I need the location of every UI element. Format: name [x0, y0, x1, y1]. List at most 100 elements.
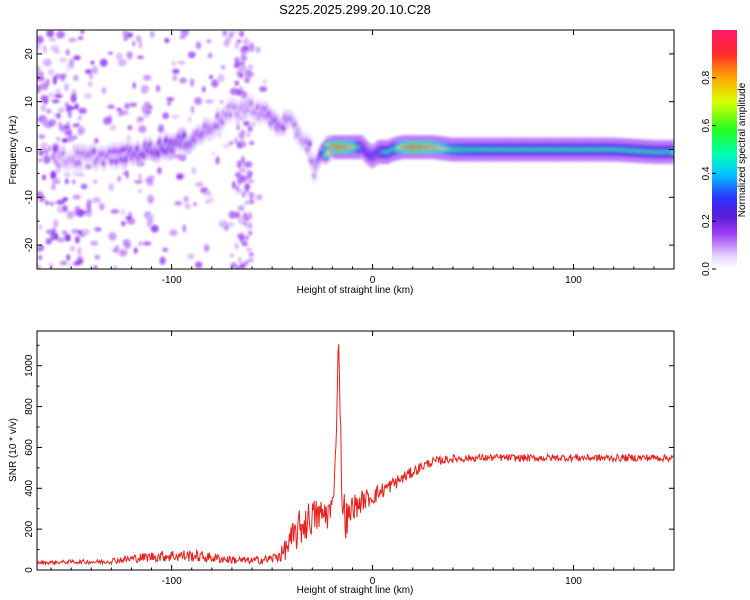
noise-cell [37, 70, 44, 77]
y-tick-label: 200 [24, 520, 35, 537]
noise-cell [188, 115, 192, 123]
noise-cell [65, 178, 69, 185]
noise-cell [80, 183, 88, 190]
snr-plot [37, 344, 674, 567]
noise-cell [64, 83, 69, 92]
noise-cell [234, 80, 240, 86]
noise-cell [255, 194, 263, 201]
noise-cell [41, 118, 49, 126]
figure-title: S225.2025.299.20.10.C28 [279, 2, 431, 17]
noise-cell [43, 155, 51, 164]
noise-cell [210, 151, 216, 156]
x-tick-label: 0 [370, 275, 376, 286]
snr-frame [36, 330, 675, 571]
noise-cell [67, 262, 75, 268]
noise-cell [248, 258, 254, 263]
noise-cell [240, 175, 248, 183]
spectrogram-cells [37, 30, 674, 269]
noise-cell [37, 65, 40, 71]
noise-cell [179, 77, 188, 84]
x-tick-label: -100 [162, 275, 182, 286]
noise-cell [209, 75, 213, 80]
noise-cell [248, 230, 253, 236]
noise-cell [64, 124, 71, 130]
x-tick-label: -100 [162, 576, 182, 587]
noise-cell [183, 195, 189, 203]
noise-cell [90, 240, 99, 246]
noise-cell [232, 180, 236, 190]
noise-cell [221, 65, 225, 70]
noise-cell [78, 36, 84, 40]
noise-cell [50, 45, 60, 52]
noise-cell [107, 51, 113, 55]
noise-cell [45, 78, 50, 86]
noise-cell [110, 209, 120, 214]
noise-cell [240, 140, 245, 146]
noise-cell [179, 35, 186, 39]
noise-cell [72, 124, 78, 128]
noise-cell [246, 247, 253, 252]
noise-cell [85, 208, 93, 218]
noise-cell [45, 238, 52, 245]
noise-cell [247, 72, 255, 77]
noise-cell [66, 210, 75, 220]
noise-cell [234, 137, 238, 144]
noise-cell [55, 88, 61, 96]
noise-cell [235, 265, 240, 269]
noise-cell [48, 202, 55, 206]
noise-cell [66, 254, 71, 261]
noise-cell [56, 136, 61, 142]
noise-cell [38, 255, 43, 260]
noise-cell [69, 245, 76, 252]
colorbar: 0.0 0.2 0.4 0.6 0.8 Normalized spectral ampl… [701, 30, 748, 276]
noise-cell [156, 85, 160, 92]
noise-cell [242, 38, 250, 46]
noise-cell [69, 106, 75, 111]
noise-cell [89, 74, 93, 80]
noise-cell [113, 265, 118, 269]
noise-cell [121, 220, 126, 227]
noise-cell [157, 167, 162, 175]
noise-cell [194, 97, 203, 105]
noise-cell [37, 35, 44, 44]
noise-cell [234, 242, 239, 250]
noise-cell [180, 30, 190, 36]
x-tick-label: 100 [565, 275, 582, 286]
noise-cell [194, 261, 203, 269]
noise-cell [239, 86, 243, 90]
noise-cell [39, 142, 49, 148]
noise-cell [239, 64, 247, 73]
noise-cell [244, 183, 251, 191]
noise-cell [68, 37, 77, 43]
noise-cell [68, 58, 75, 67]
noise-cell [193, 202, 197, 207]
noise-cell [218, 220, 228, 228]
noise-cell [78, 107, 87, 114]
noise-cell [92, 179, 98, 184]
noise-cell [137, 55, 144, 59]
noise-cell [228, 141, 234, 145]
noise-cell [172, 68, 180, 74]
noise-cell [77, 127, 83, 136]
noise-cell [150, 224, 159, 233]
noise-cell [147, 105, 153, 110]
noise-cell [56, 30, 65, 39]
noise-cell [248, 252, 254, 257]
noise-cell [94, 227, 102, 232]
y-tick-label: 1000 [24, 354, 35, 377]
noise-cell [240, 54, 248, 62]
y-tick-label: 0 [24, 146, 35, 152]
noise-cell [91, 65, 99, 75]
noise-cell [108, 183, 114, 192]
noise-cell [138, 40, 143, 49]
noise-cell [137, 189, 143, 194]
noise-cell [59, 57, 67, 63]
colorbar-ticks: 0.0 0.2 0.4 0.6 0.8 [701, 70, 716, 276]
noise-cell [235, 211, 241, 219]
noise-cell [71, 228, 80, 234]
noise-cell [63, 172, 71, 177]
noise-cell [117, 175, 122, 183]
noise-cell [84, 69, 93, 74]
noise-cell [176, 173, 184, 180]
snr-xlabel: Height of straight line (km) [297, 585, 414, 596]
